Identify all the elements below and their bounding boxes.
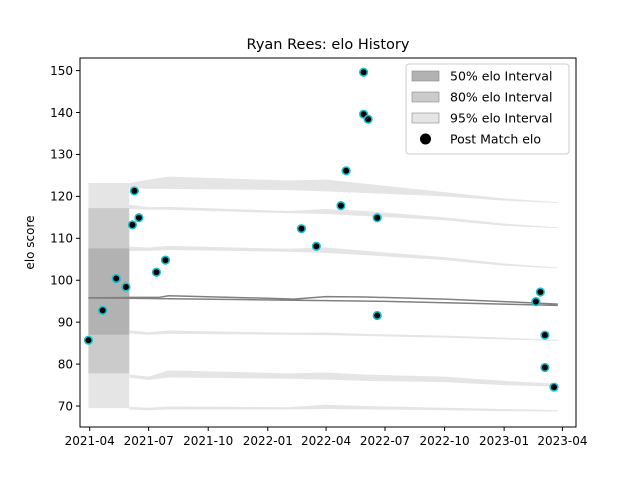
band-0-segment-1	[129, 176, 558, 204]
data-point-5	[129, 186, 139, 196]
legend: 50% elo Interval 80% elo Interval 95% elo …	[405, 63, 570, 155]
data-point-20	[540, 330, 550, 340]
legend-label-1: 80% elo Interval	[450, 90, 552, 105]
y-tick-label-2: 90	[58, 315, 73, 329]
x-tick-label-3: 2022-01	[243, 434, 293, 448]
chart-title: Ryan Rees: elo History	[247, 37, 410, 53]
data-point-21	[540, 362, 550, 373]
x-tick-label-8: 2023-04	[537, 434, 587, 448]
post-match-points	[83, 67, 559, 392]
y-tick-label-7: 140	[50, 106, 73, 120]
legend-swatch-0	[411, 70, 440, 82]
y-axis-label: elo score	[23, 215, 37, 269]
data-point-13	[359, 67, 369, 77]
data-point-19	[535, 287, 545, 297]
data-point-17	[372, 310, 382, 321]
x-tick-label-5: 2022-07	[360, 434, 410, 448]
data-point-3	[121, 282, 131, 292]
y-tick-label-1: 80	[58, 357, 73, 371]
data-point-7	[151, 267, 162, 277]
x-tick-label-6: 2022-10	[419, 434, 469, 448]
legend-label-2: 95% elo Interval	[450, 111, 552, 126]
interval-bands	[88, 176, 558, 412]
data-point-8	[160, 255, 171, 265]
legend-label-3: Post Match elo	[450, 132, 541, 147]
data-point-11	[336, 201, 346, 211]
mean-lines	[88, 295, 558, 307]
data-point-12	[341, 166, 351, 176]
x-tick-label-2: 2021-10	[183, 434, 233, 448]
band-0-segment-5	[129, 370, 558, 387]
plot-area-frame	[79, 57, 577, 428]
mean-line-0	[88, 295, 558, 305]
mean-line-1	[88, 297, 558, 307]
x-tick-label-1: 2021-07	[124, 434, 174, 448]
y-tick-label-6: 130	[50, 148, 73, 162]
data-point-2	[111, 273, 121, 284]
y-tick-label-4: 110	[50, 232, 73, 246]
x-tick-label-7: 2023-01	[479, 434, 529, 448]
band-2-segment-0	[88, 248, 130, 335]
x-axis: 2021-04 2021-07 2021-10 2022-01 2022-04 2022-…	[65, 427, 587, 448]
data-point-10	[311, 241, 321, 251]
band-0-segment-6	[129, 404, 558, 412]
band-0-segment-4	[129, 330, 558, 342]
legend-swatch-2	[411, 112, 440, 124]
data-point-16	[372, 213, 382, 223]
band-0-segment-2	[129, 204, 558, 229]
x-tick-label-0: 2021-04	[65, 434, 115, 448]
data-point-0	[83, 335, 94, 345]
y-tick-label-3: 100	[50, 274, 73, 288]
data-point-9	[296, 224, 307, 234]
data-point-22	[549, 382, 559, 392]
data-point-1	[98, 305, 108, 316]
y-tick-label-0: 70	[58, 399, 73, 413]
x-tick-label-4: 2022-04	[301, 434, 351, 448]
legend-box	[405, 63, 570, 155]
legend-label-0: 50% elo Interval	[450, 69, 552, 84]
data-point-6	[134, 213, 144, 223]
data-point-4	[127, 220, 138, 230]
y-tick-label-5: 120	[50, 190, 73, 204]
legend-swatch-1	[411, 91, 440, 103]
band-0-segment-3	[129, 245, 558, 269]
legend-marker-3	[420, 133, 431, 145]
data-point-18	[531, 297, 541, 307]
y-axis: 70 80 90 100 110 120 130 140 150	[50, 64, 80, 413]
data-point-15	[363, 114, 373, 124]
y-tick-label-8: 150	[50, 64, 73, 78]
